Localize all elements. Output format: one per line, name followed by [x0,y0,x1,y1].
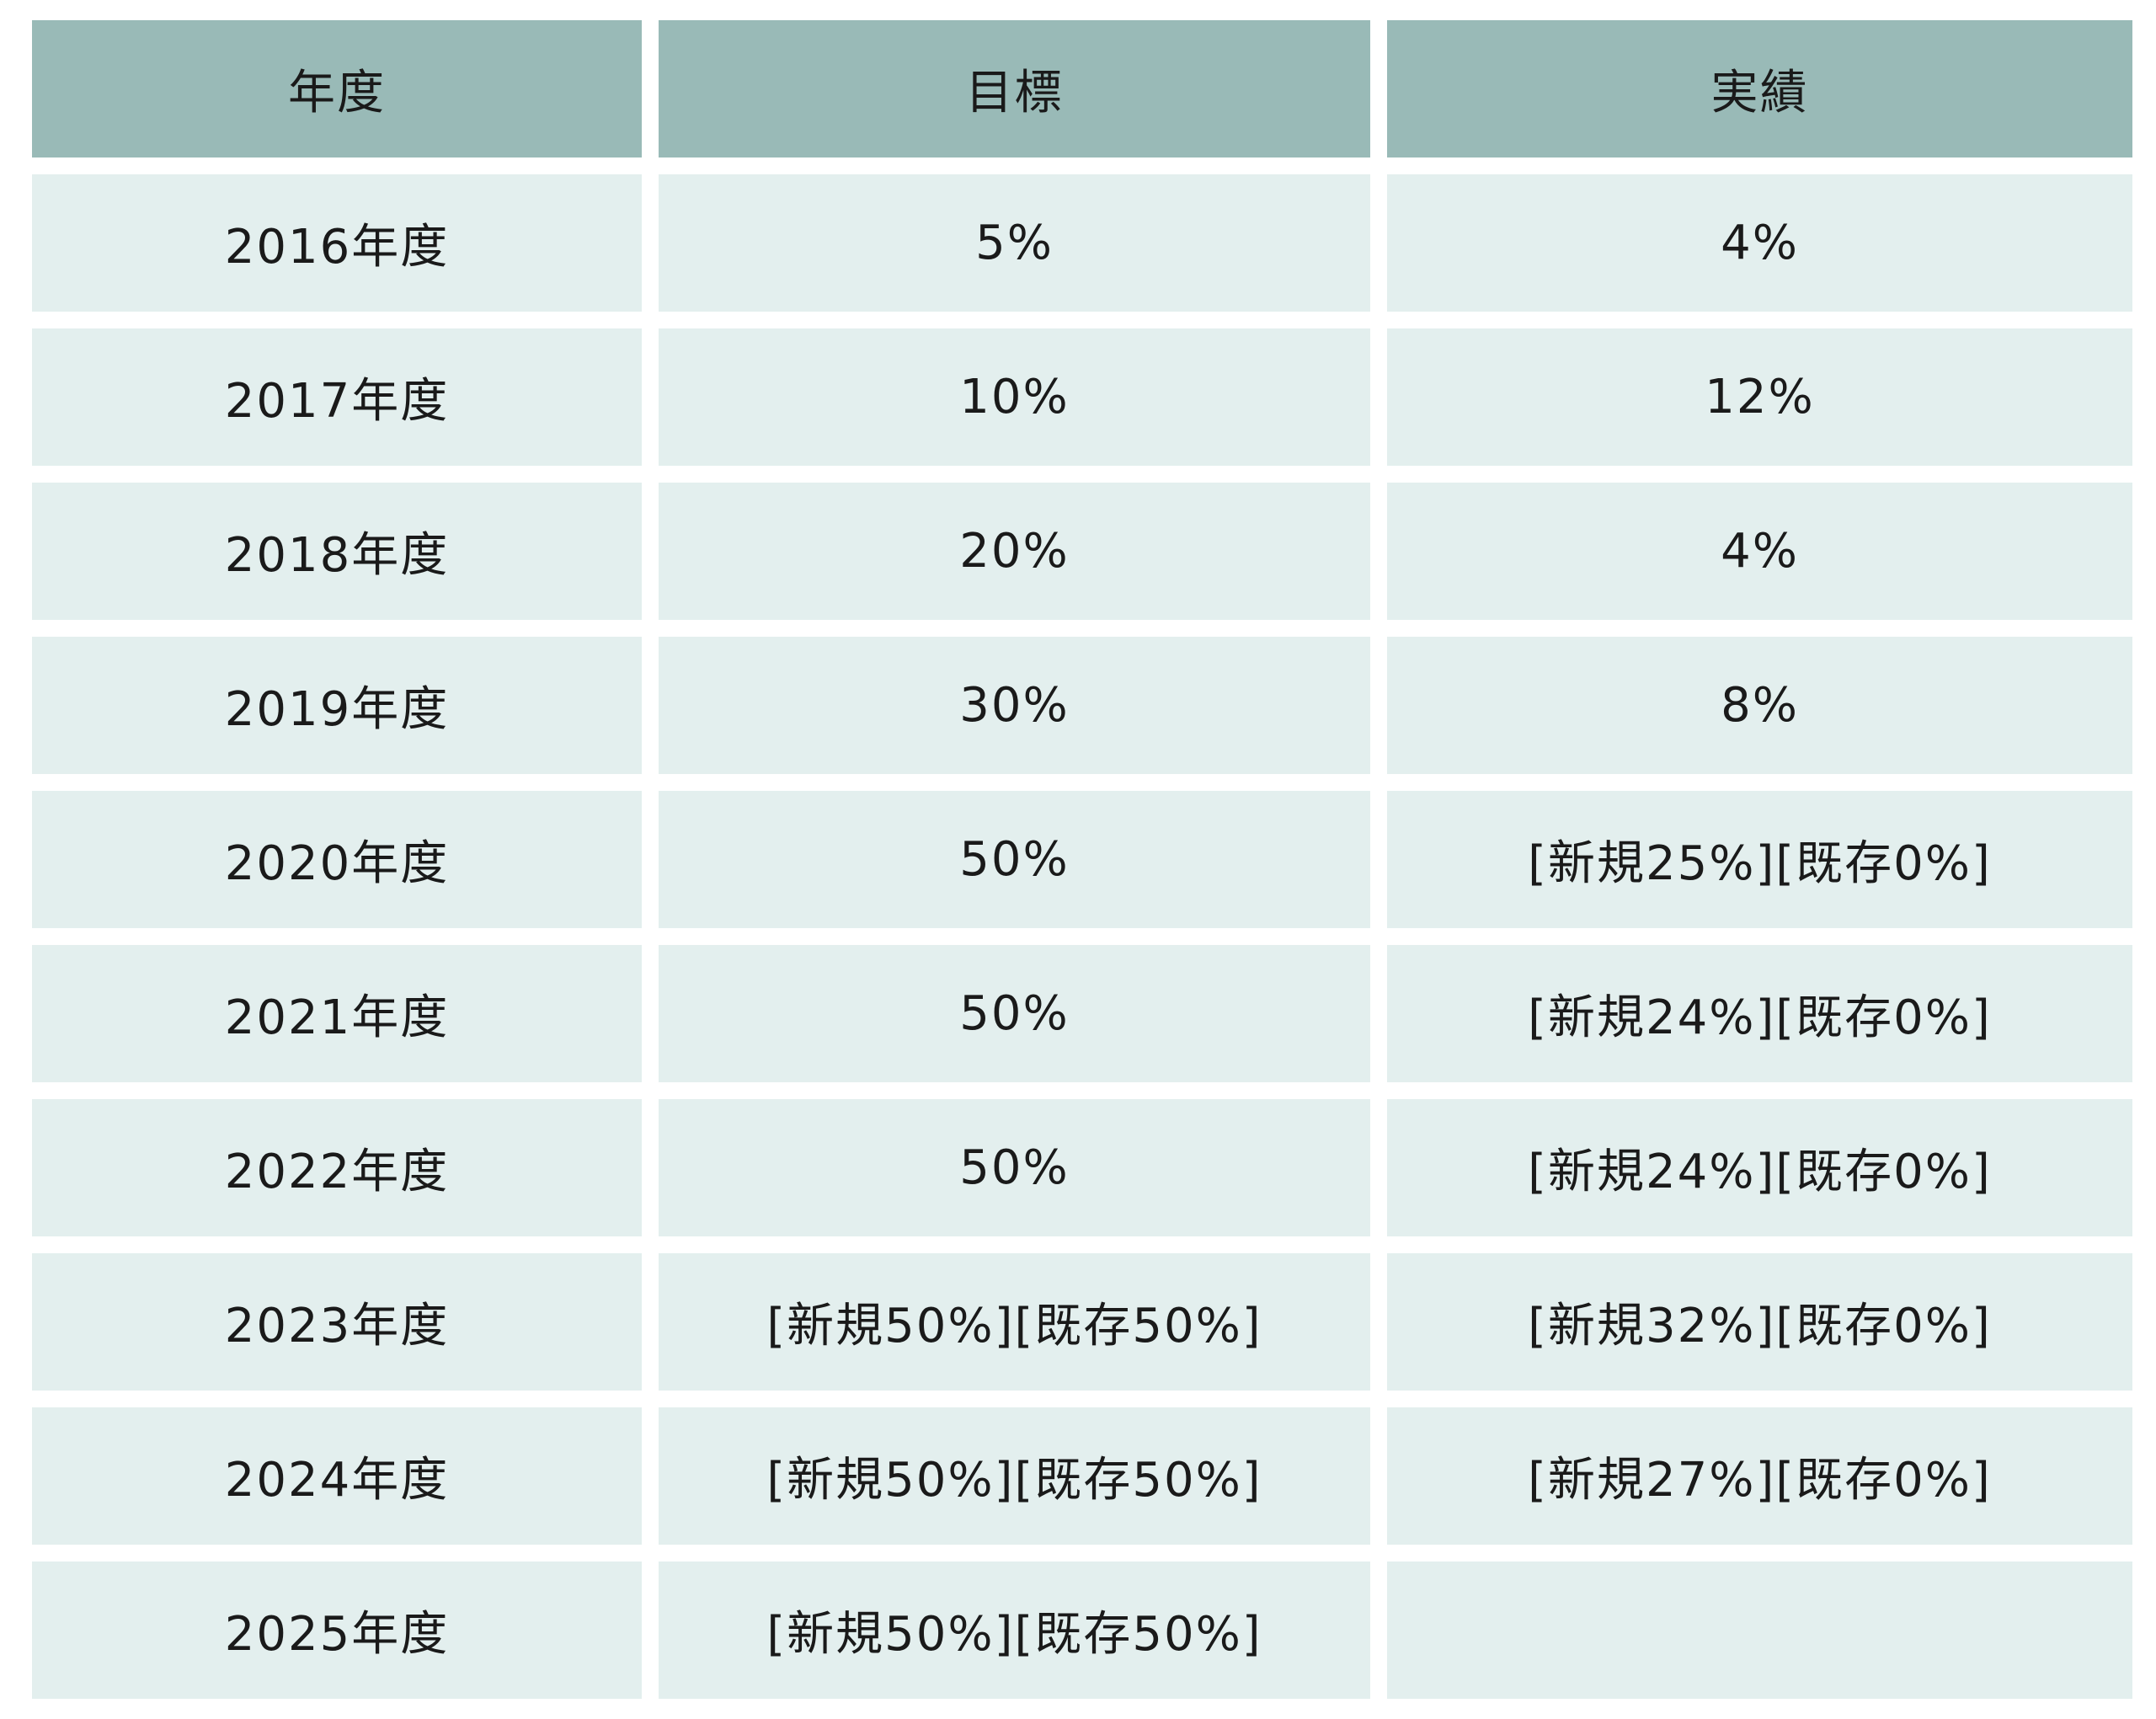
cell-year: 2017年度 [32,328,642,466]
cell-year: 2023年度 [32,1253,642,1391]
cell-year: 2021年度 [32,945,642,1082]
cell-year: 2016年度 [32,174,642,312]
header-result: 実績 [1387,20,2132,157]
cell-year: 2020年度 [32,791,642,928]
cell-target: 20% [659,483,1370,620]
cell-result: 12% [1387,328,2132,466]
cell-target: 5% [659,174,1370,312]
header-year: 年度 [32,20,642,157]
cell-target: 30% [659,637,1370,774]
header-target: 目標 [659,20,1370,157]
cell-target: 10% [659,328,1370,466]
cell-target: 50% [659,945,1370,1082]
cell-result: 4% [1387,174,2132,312]
cell-result [1387,1562,2132,1699]
cell-result: [新規27%][既存0%] [1387,1407,2132,1545]
cell-result: [新規25%][既存0%] [1387,791,2132,928]
cell-target: 50% [659,1099,1370,1236]
cell-target: [新規50%][既存50%] [659,1253,1370,1391]
cell-result: [新規24%][既存0%] [1387,945,2132,1082]
cell-year: 2025年度 [32,1562,642,1699]
cell-result: 8% [1387,637,2132,774]
cell-result: [新規24%][既存0%] [1387,1099,2132,1236]
cell-result: [新規32%][既存0%] [1387,1253,2132,1391]
cell-year: 2024年度 [32,1407,642,1545]
cell-year: 2018年度 [32,483,642,620]
cell-year: 2019年度 [32,637,642,774]
cell-result: 4% [1387,483,2132,620]
cell-target: [新規50%][既存50%] [659,1562,1370,1699]
cell-year: 2022年度 [32,1099,642,1236]
target-results-table: 年度 目標 実績 2016年度 5% 4% 2017年度 10% 12% 201… [32,20,2132,1699]
cell-target: 50% [659,791,1370,928]
cell-target: [新規50%][既存50%] [659,1407,1370,1545]
